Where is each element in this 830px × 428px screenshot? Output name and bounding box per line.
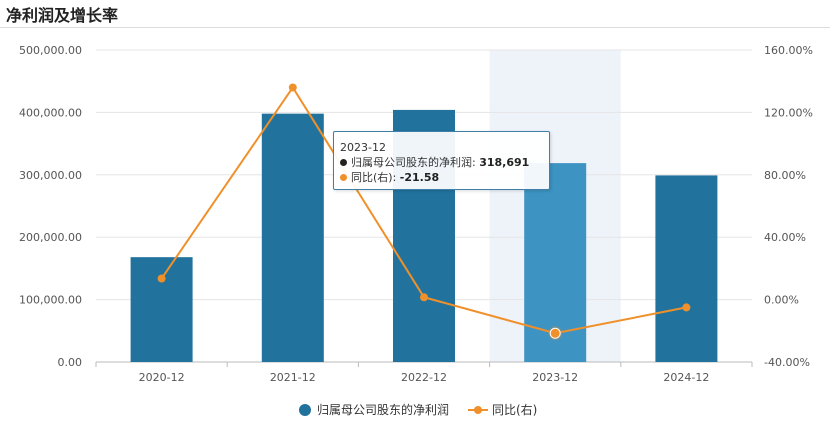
tooltip-bar-marker-icon (340, 159, 347, 166)
yoy-point (288, 83, 297, 92)
yoy-point (549, 327, 561, 339)
tooltip-yoy-value: -21.58 (399, 171, 440, 184)
x-tick-label: 2024-12 (663, 371, 709, 384)
tooltip-profit-label: 归属母公司股东的净利润: (351, 156, 480, 169)
bar (261, 113, 324, 362)
y-right-tick-label: -40.00% (764, 356, 810, 369)
y-right-tick-label: 160.00% (764, 44, 813, 57)
x-tick-label: 2022-12 (401, 371, 447, 384)
x-tick-label: 2020-12 (139, 371, 185, 384)
tooltip-profit-value: 318,691 (479, 156, 530, 169)
y-left-tick-label: 300,000.00 (19, 169, 82, 182)
bar (655, 175, 718, 362)
tooltip-row-profit: 归属母公司股东的净利润: 318,691 (340, 155, 549, 170)
yoy-point (420, 293, 428, 302)
x-tick-label: 2023-12 (532, 371, 578, 384)
legend-bar-marker-icon (299, 404, 311, 416)
legend-line-label: 同比(右) (492, 402, 537, 417)
legend-line-dot-icon (474, 406, 482, 414)
chart-title: 净利润及增长率 (6, 6, 119, 25)
yoy-point (157, 274, 166, 283)
y-left-tick-label: 500,000.00 (19, 44, 82, 57)
y-right-tick-label: 120.00% (764, 106, 813, 119)
x-tick-label: 2021-12 (270, 371, 316, 384)
tooltip-category: 2023-12 (340, 141, 386, 154)
y-right-tick-label: 0.00% (764, 294, 799, 307)
y-left-tick-label: 200,000.00 (19, 231, 82, 244)
tooltip-yoy-label: 同比(右): (351, 171, 400, 184)
y-left-tick-label: 0.00 (58, 356, 83, 369)
tooltip-row-yoy: 同比(右): -21.58 (340, 170, 549, 185)
y-right-tick-label: 40.00% (764, 231, 806, 244)
tooltip-line-marker-icon (340, 174, 347, 181)
yoy-point (682, 303, 691, 312)
legend-bar-label: 归属母公司股东的净利润 (317, 402, 449, 417)
chart-tooltip: 2023-12 归属母公司股东的净利润: 318,691 同比(右): -21.… (333, 131, 550, 190)
y-left-tick-label: 100,000.00 (19, 294, 82, 307)
y-right-tick-label: 80.00% (764, 169, 806, 182)
y-left-tick-label: 400,000.00 (19, 106, 82, 119)
bar (130, 257, 193, 362)
title-divider (0, 27, 830, 28)
